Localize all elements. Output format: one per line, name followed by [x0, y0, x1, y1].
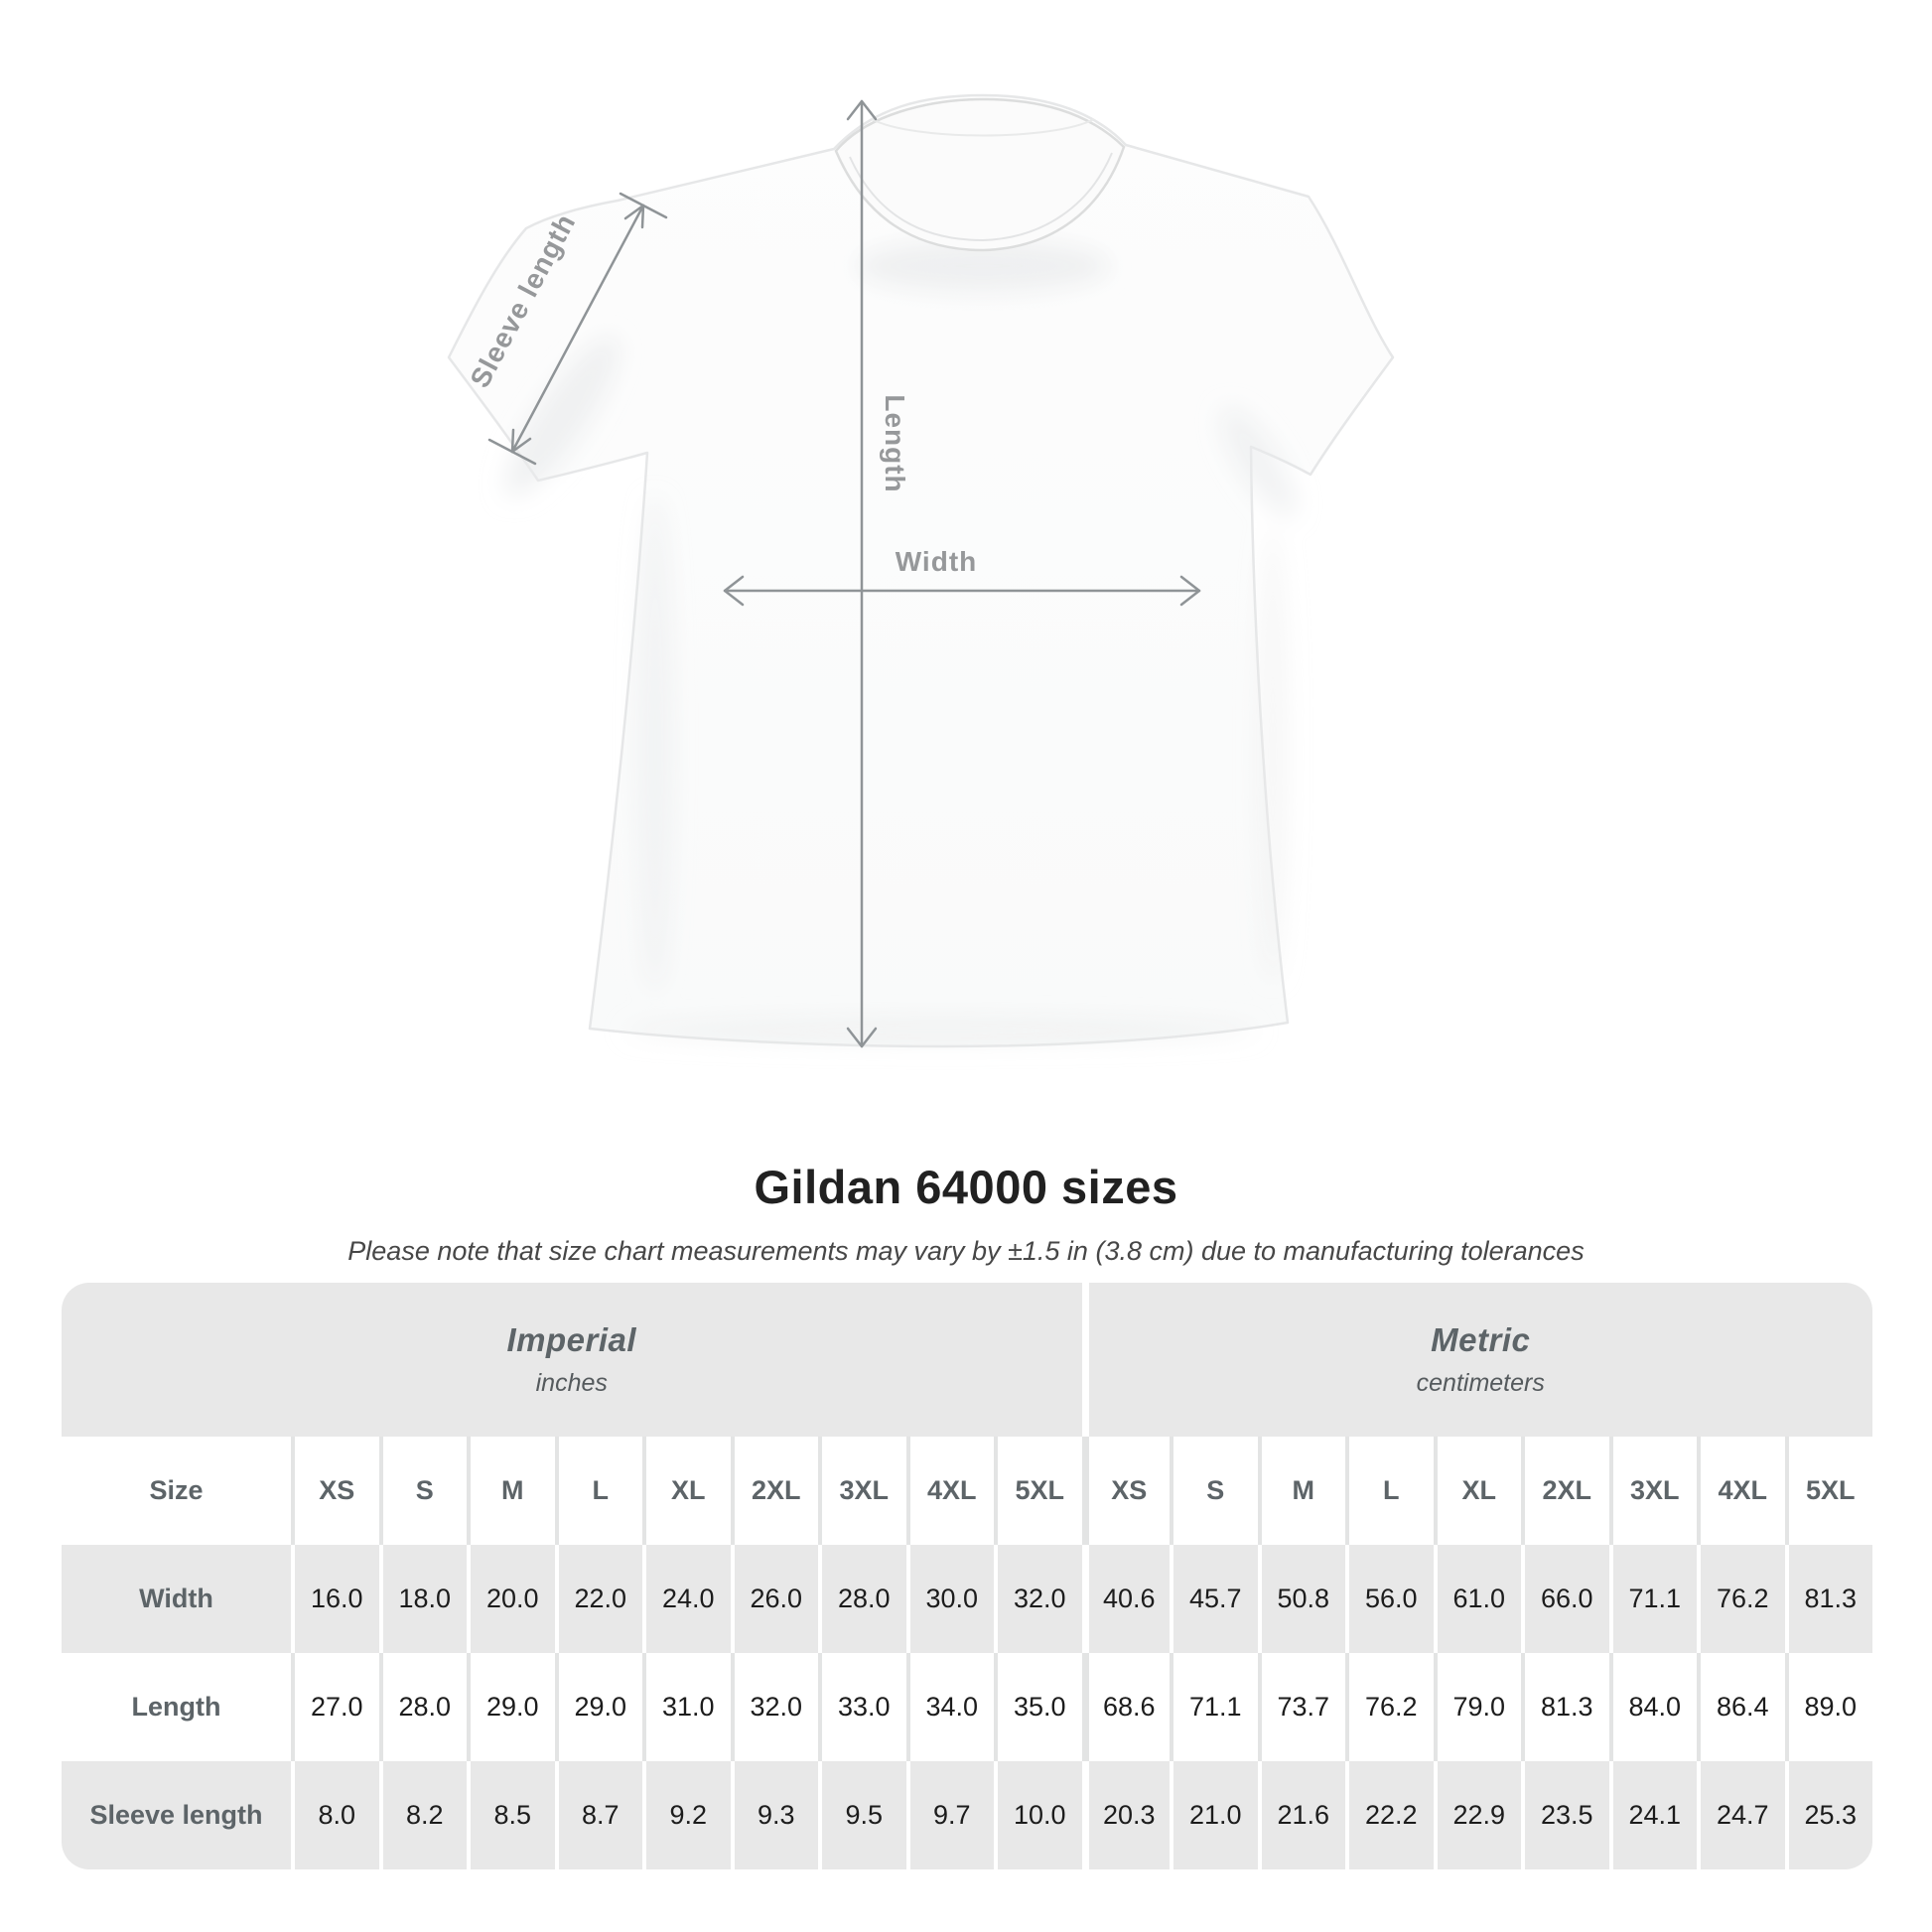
value-cell: 40.6 — [1081, 1545, 1170, 1653]
value-cell: 18.0 — [378, 1545, 467, 1653]
size-col-header: 5XL — [1784, 1437, 1872, 1545]
value-cell: 24.1 — [1608, 1761, 1697, 1869]
section-header-imperial: Imperial inches — [62, 1283, 1082, 1437]
value-cell: 71.1 — [1170, 1653, 1258, 1761]
size-col-header: XS — [1081, 1437, 1170, 1545]
section-unit-label: centimeters — [1416, 1369, 1545, 1397]
tshirt-collar-inner-seam — [849, 152, 1113, 242]
value-cell: 30.0 — [905, 1545, 994, 1653]
value-cell: 45.7 — [1170, 1545, 1258, 1653]
page-title: Gildan 64000 sizes — [754, 1161, 1178, 1213]
value-cell: 68.6 — [1081, 1653, 1170, 1761]
value-cell: 35.0 — [994, 1653, 1082, 1761]
value-cell: 27.0 — [291, 1653, 379, 1761]
size-col-header: L — [1345, 1437, 1434, 1545]
value-cell: 29.0 — [554, 1653, 642, 1761]
value-cell: 25.3 — [1784, 1761, 1872, 1869]
section-label: Metric — [1431, 1321, 1531, 1358]
value-cell: 21.6 — [1257, 1761, 1345, 1869]
size-row-label: Size — [62, 1437, 291, 1545]
value-cell: 32.0 — [730, 1653, 818, 1761]
width-label: Width — [895, 546, 978, 577]
section-label: Imperial — [506, 1321, 637, 1358]
value-cell: 22.2 — [1345, 1761, 1434, 1869]
value-cell: 8.0 — [291, 1761, 379, 1869]
value-cell: 8.5 — [467, 1761, 555, 1869]
size-table: Imperial inches Metric centimeters Size XS S M L… — [62, 1283, 1872, 1869]
value-cell: 28.0 — [818, 1545, 906, 1653]
row-label-cell: Length — [62, 1653, 291, 1761]
value-cell: 73.7 — [1257, 1653, 1345, 1761]
value-cell: 28.0 — [378, 1653, 467, 1761]
value-cell: 76.2 — [1697, 1545, 1785, 1653]
value-cell: 50.8 — [1257, 1545, 1345, 1653]
tshirt-shading — [504, 240, 1297, 1042]
length-label: Length — [880, 394, 910, 493]
length-dimension-line — [846, 99, 878, 1048]
value-cell: 33.0 — [818, 1653, 906, 1761]
size-col-header: 3XL — [1608, 1437, 1697, 1545]
sleeve-dimension-line — [487, 192, 668, 466]
section-header-metric: Metric centimeters — [1081, 1283, 1872, 1437]
value-cell: 76.2 — [1345, 1653, 1434, 1761]
row-label-cell: Width — [62, 1545, 291, 1653]
value-cell: 31.0 — [642, 1653, 731, 1761]
value-cell: 86.4 — [1697, 1653, 1785, 1761]
value-cell: 8.7 — [554, 1761, 642, 1869]
size-col-header: S — [378, 1437, 467, 1545]
value-cell: 24.0 — [642, 1545, 731, 1653]
value-cell: 84.0 — [1608, 1653, 1697, 1761]
value-cell: 10.0 — [994, 1761, 1082, 1869]
value-cell: 8.2 — [378, 1761, 467, 1869]
value-cell: 20.3 — [1081, 1761, 1170, 1869]
value-cell: 81.3 — [1521, 1653, 1609, 1761]
value-cell: 9.2 — [642, 1761, 731, 1869]
size-col-header: S — [1170, 1437, 1258, 1545]
tshirt-body — [447, 93, 1395, 1048]
value-cell: 22.9 — [1433, 1761, 1521, 1869]
value-cell: 23.5 — [1521, 1761, 1609, 1869]
section-unit-label: inches — [535, 1369, 608, 1397]
value-cell: 9.7 — [905, 1761, 994, 1869]
value-cell: 21.0 — [1170, 1761, 1258, 1869]
tshirt-collar — [834, 97, 1126, 252]
tshirt-collar-back — [871, 118, 1095, 137]
size-col-header: 5XL — [994, 1437, 1082, 1545]
dimension-lines — [487, 99, 1201, 1048]
value-cell: 34.0 — [905, 1653, 994, 1761]
size-col-header: M — [467, 1437, 555, 1545]
size-col-header: 2XL — [730, 1437, 818, 1545]
value-cell: 81.3 — [1784, 1545, 1872, 1653]
size-col-header: 2XL — [1521, 1437, 1609, 1545]
value-cell: 61.0 — [1433, 1545, 1521, 1653]
value-cell: 32.0 — [994, 1545, 1082, 1653]
value-cell: 20.0 — [467, 1545, 555, 1653]
value-cell: 16.0 — [291, 1545, 379, 1653]
value-cell: 89.0 — [1784, 1653, 1872, 1761]
value-cell: 29.0 — [467, 1653, 555, 1761]
value-cell: 9.3 — [730, 1761, 818, 1869]
width-dimension-line — [723, 575, 1201, 607]
value-cell: 24.7 — [1697, 1761, 1785, 1869]
value-cell: 9.5 — [818, 1761, 906, 1869]
value-cell: 79.0 — [1433, 1653, 1521, 1761]
row-label-cell: Sleeve length — [62, 1761, 291, 1869]
value-cell: 56.0 — [1345, 1545, 1434, 1653]
value-cell: 22.0 — [554, 1545, 642, 1653]
size-col-header: 3XL — [818, 1437, 906, 1545]
tolerance-note: Please note that size chart measurements… — [347, 1236, 1585, 1266]
size-col-header: M — [1257, 1437, 1345, 1545]
size-col-header: L — [554, 1437, 642, 1545]
size-col-header: 4XL — [1697, 1437, 1785, 1545]
value-cell: 66.0 — [1521, 1545, 1609, 1653]
size-col-header: 4XL — [905, 1437, 994, 1545]
tshirt-diagram: Sleeve length Length Width — [447, 93, 1395, 1048]
size-col-header: XL — [642, 1437, 731, 1545]
value-cell: 71.1 — [1608, 1545, 1697, 1653]
size-col-header: XS — [291, 1437, 379, 1545]
size-col-header: XL — [1433, 1437, 1521, 1545]
tshirt-illustration — [447, 93, 1395, 1048]
value-cell: 26.0 — [730, 1545, 818, 1653]
